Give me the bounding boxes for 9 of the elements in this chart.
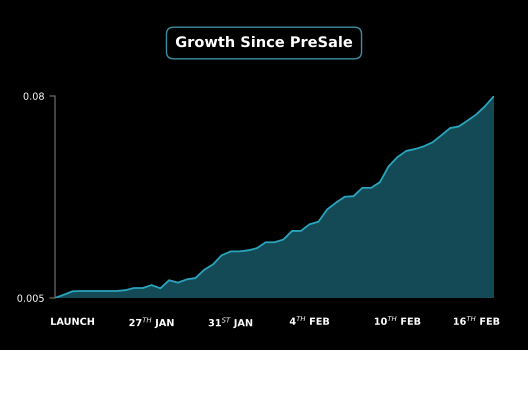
chart-title: Growth Since PreSale (176, 36, 352, 48)
x-tick-label: 4$^{TH}$ FEB (290, 316, 330, 325)
x-tick-label: LAUNCH (51, 318, 94, 325)
y-tick-label: 0.08 (24, 92, 44, 100)
x-tick-label: 10$^{TH}$ FEB (374, 316, 420, 325)
x-tick-label: 27$^{TH}$ JAN (129, 317, 174, 328)
x-tick-label: 16$^{TH}$ FEB (454, 316, 500, 325)
y-tick-label: 0.005 (17, 294, 44, 302)
x-tick-label: 31$^{ST}$ JAN (208, 317, 252, 328)
